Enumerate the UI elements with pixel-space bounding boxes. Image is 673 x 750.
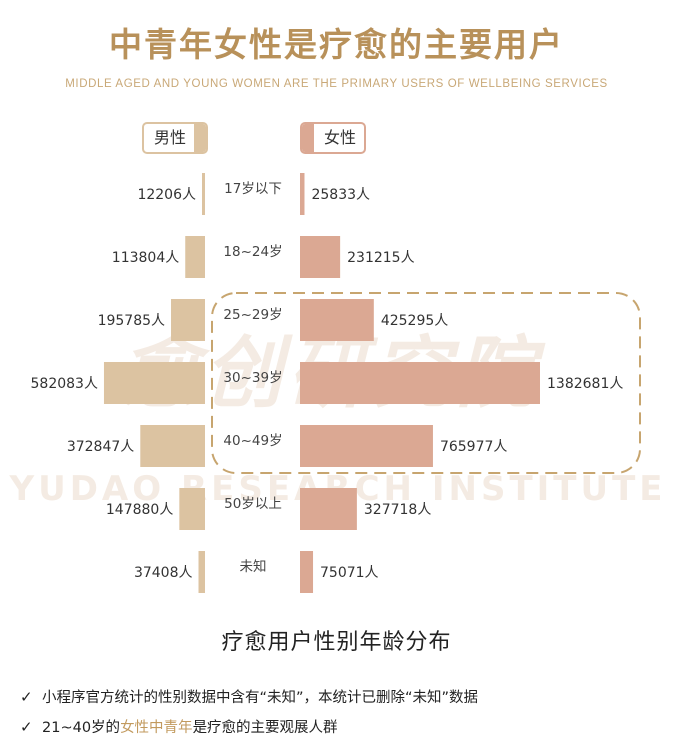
male-bar xyxy=(202,173,205,215)
female-value-label: 75071人 xyxy=(320,565,379,581)
legend-male-label: 男性 xyxy=(153,128,186,147)
male-value-label: 37408人 xyxy=(134,565,193,581)
check-icon: ✓ xyxy=(20,688,33,706)
category-label: 40~49岁 xyxy=(223,433,282,449)
female-bar xyxy=(300,299,374,341)
category-label: 18~24岁 xyxy=(223,244,282,260)
female-bar xyxy=(300,551,314,593)
category-label: 30~39岁 xyxy=(223,370,282,386)
legend-male-swatch xyxy=(194,124,206,152)
male-bar xyxy=(185,236,205,278)
note-2-suffix: 是疗愈的主要观展人群 xyxy=(192,720,338,736)
female-value-label: 25833人 xyxy=(311,187,370,203)
check-icon: ✓ xyxy=(20,718,33,736)
category-label: 17岁以下 xyxy=(224,181,282,197)
female-bar xyxy=(300,236,341,278)
legend-male: 男性 xyxy=(142,122,208,154)
note-2-prefix: 21~40岁的 xyxy=(42,720,121,736)
male-value-label: 582083人 xyxy=(31,376,98,392)
female-bar xyxy=(300,173,305,215)
male-bar xyxy=(198,551,205,593)
male-value-label: 372847人 xyxy=(67,439,134,455)
female-bar xyxy=(300,488,357,530)
male-bar xyxy=(140,425,205,467)
category-label: 25~29岁 xyxy=(223,307,282,323)
note-1: ✓ 小程序官方统计的性别数据中含有“未知”，本统计已删除“未知”数据 xyxy=(20,686,478,707)
category-label: 未知 xyxy=(240,558,267,575)
male-bar xyxy=(103,362,205,404)
page-subtitle: MIDDLE AGED AND YOUNG WOMEN ARE THE PRIM… xyxy=(65,78,608,90)
chart-title: 疗愈用户性别年龄分布 xyxy=(221,630,452,655)
male-value-label: 147880人 xyxy=(106,502,173,518)
legend-female-label: 女性 xyxy=(323,128,356,147)
male-value-label: 113804人 xyxy=(112,250,179,266)
female-bar xyxy=(300,362,540,404)
legend-female-swatch xyxy=(302,124,314,152)
female-value-label: 231215人 xyxy=(347,250,414,266)
female-value-label: 425295人 xyxy=(381,313,448,329)
note-2-highlight: 女性中青年 xyxy=(120,720,193,736)
female-value-label: 765977人 xyxy=(440,439,507,455)
male-bar xyxy=(171,299,205,341)
male-value-label: 12206人 xyxy=(137,187,196,203)
male-bar xyxy=(179,488,205,530)
note-2: ✓ 21~40岁的女性中青年是疗愈的主要观展人群 xyxy=(20,716,338,737)
category-label: 50岁以上 xyxy=(224,496,282,512)
male-value-label: 195785人 xyxy=(98,313,165,329)
highlight-box xyxy=(211,292,641,474)
page-title: 中青年女性是疗愈的主要用户 xyxy=(109,25,564,64)
female-value-label: 1382681人 xyxy=(547,376,623,392)
female-bar xyxy=(300,425,433,467)
legend-female: 女性 xyxy=(300,122,366,154)
female-value-label: 327718人 xyxy=(364,502,431,518)
note-1-text: 小程序官方统计的性别数据中含有“未知”，本统计已删除“未知”数据 xyxy=(42,690,479,706)
gender-age-chart: 12206人 25833人 17岁以下 113804人 231215人 18~24岁 195… xyxy=(31,173,641,593)
